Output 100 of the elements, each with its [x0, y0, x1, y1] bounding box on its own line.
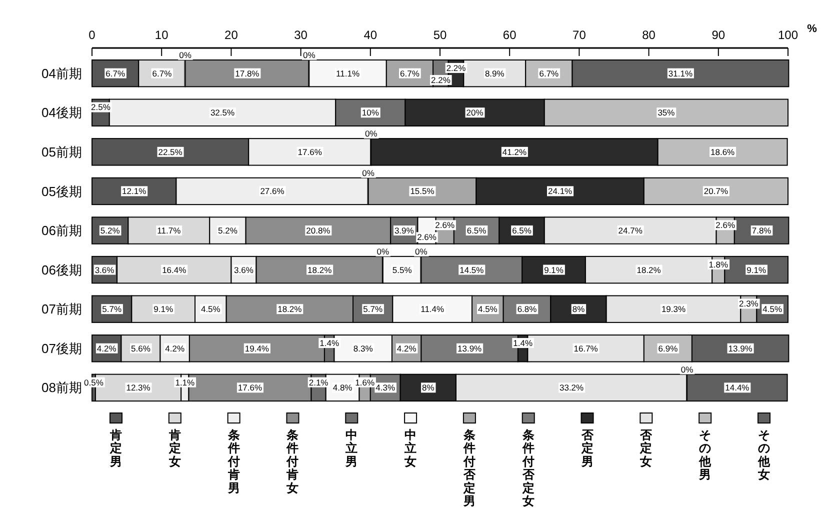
data-label: 2.6% [417, 232, 437, 242]
data-label: 6.5% [466, 225, 487, 236]
y-tick-label: 05後期 [42, 184, 82, 199]
data-label: 2.2% [431, 74, 451, 85]
y-tick-label: 06後期 [42, 262, 82, 278]
data-label: 4.8% [332, 382, 353, 393]
data-label: 19.4% [244, 343, 270, 354]
data-label: 3.6% [234, 264, 254, 275]
legend-label: 中立男 [344, 428, 358, 468]
data-label: 0% [415, 246, 428, 256]
data-label: 14.5% [460, 264, 484, 275]
data-label: 7.8% [752, 225, 772, 236]
data-label: 6.5% [512, 225, 532, 236]
x-tick-label: 90 [712, 28, 726, 42]
data-label: 2.1% [308, 377, 329, 388]
data-label: 18.2% [278, 304, 302, 314]
x-tick-label: 80 [642, 28, 656, 42]
data-label: 22.5% [158, 146, 183, 157]
data-label: 2.6% [716, 220, 736, 230]
data-label: 5.2% [100, 225, 120, 236]
data-label: 11.7% [157, 225, 182, 236]
y-tick-label: 04後期 [42, 105, 82, 120]
data-label: 9.1% [544, 264, 564, 275]
data-label: 14.4% [725, 382, 750, 393]
data-label: 16.4% [162, 264, 187, 275]
legend-label: 条件付肯女 [286, 428, 299, 495]
data-label: 13.9% [728, 343, 753, 354]
data-label: 1.1% [175, 377, 196, 388]
y-tick-label: 04前期 [42, 66, 82, 81]
data-label: 1.8% [708, 259, 729, 270]
data-label: 33.2% [559, 382, 584, 393]
data-label: 13.9% [458, 343, 482, 354]
data-label: 11.4% [420, 304, 445, 314]
data-label: 18.2% [308, 264, 332, 275]
data-label: 5.2% [218, 225, 238, 236]
x-tick-label: 30 [294, 28, 308, 42]
x-tick-label: 20 [224, 28, 238, 42]
x-tick-label: 50 [433, 28, 447, 42]
y-tick-label: 08前期 [42, 380, 82, 396]
x-tick-label: 0 [88, 28, 96, 42]
data-label: 15.5% [410, 186, 435, 196]
data-label: 20% [466, 108, 484, 118]
data-label: 6.7% [152, 68, 172, 78]
data-label: 17.8% [235, 68, 260, 78]
data-label: 4.2% [165, 343, 185, 354]
data-label: 9.1% [154, 304, 174, 314]
data-label: 5.7% [363, 304, 383, 314]
data-label: 5.6% [131, 343, 151, 354]
data-label: 41.2% [502, 146, 527, 157]
legend-label: 中立女 [404, 428, 417, 468]
data-label: 12.1% [122, 186, 147, 196]
data-label: 24.7% [618, 225, 643, 236]
data-label: 1.6% [355, 377, 375, 388]
data-label: 8.3% [353, 343, 374, 354]
data-label: 3.9% [394, 225, 414, 236]
legend-label: その他女 [757, 428, 771, 482]
data-label: 18.6% [710, 146, 736, 157]
y-tick-label: 05前期 [42, 144, 82, 160]
data-label: 10% [362, 108, 380, 118]
data-label: 6.7% [106, 68, 126, 78]
data-label: 4.5% [478, 304, 498, 314]
data-label: 32.5% [210, 108, 235, 118]
data-label: 17.6% [298, 146, 322, 157]
data-label: 24.1% [548, 186, 573, 196]
y-tick-label: 06前期 [42, 223, 82, 238]
data-label: 19.3% [661, 304, 686, 314]
y-tick-label: 07前期 [42, 302, 82, 317]
legend-label: 否定男 [580, 428, 594, 468]
data-label: 6.7% [539, 68, 560, 78]
data-label: 8% [572, 304, 586, 314]
data-label: 5.7% [102, 304, 122, 314]
data-label: 1.4% [320, 338, 340, 348]
x-axis-title: % [807, 23, 818, 35]
data-label: 16.7% [574, 343, 598, 354]
data-label: 27.6% [260, 186, 285, 196]
legend-label: 肯定女 [168, 428, 181, 468]
y-tick-label: 07後期 [42, 340, 82, 356]
data-label: 20.7% [704, 186, 728, 196]
legend-label: 条件付否定女 [521, 428, 536, 508]
data-label: 4.2% [396, 343, 417, 354]
x-tick-label: 70 [572, 28, 586, 42]
data-label: 0% [680, 364, 694, 374]
data-label: 31.1% [668, 68, 693, 78]
data-label: 6.9% [658, 343, 678, 354]
data-label: 0% [179, 50, 192, 60]
data-label: 4.3% [376, 382, 396, 393]
data-label: 20.8% [306, 225, 331, 236]
data-label: 17.6% [238, 382, 262, 393]
x-tick-label: 40 [364, 28, 378, 42]
data-label: 12.3% [126, 382, 151, 393]
data-label: 0% [364, 128, 378, 139]
data-label: 4.2% [96, 343, 117, 354]
data-label: 2.6% [435, 220, 455, 230]
data-label: 0.5% [84, 377, 104, 388]
data-label: 35% [658, 108, 676, 118]
legend-label: 条件付否定男 [462, 428, 476, 508]
legend-label: 条件付肯男 [226, 428, 240, 495]
data-label: 5.5% [392, 264, 412, 275]
x-tick-label: 10 [154, 28, 169, 42]
legend-label: 肯定男 [109, 428, 122, 468]
